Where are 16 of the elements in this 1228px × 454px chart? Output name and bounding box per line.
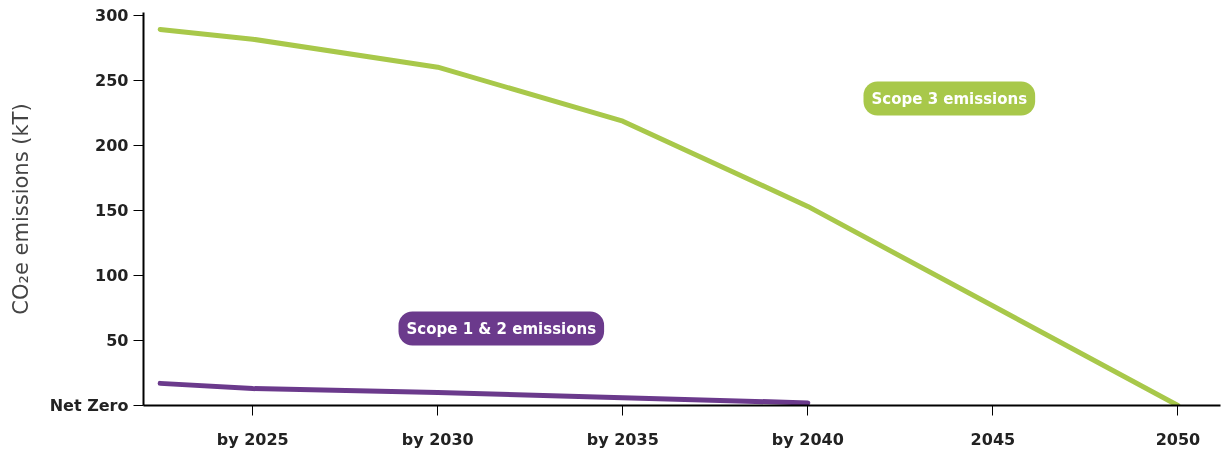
x-tick-label: 2050: [1155, 429, 1201, 449]
y-tick-label: 300: [95, 5, 129, 25]
x-tick-label: by 2035: [586, 429, 659, 449]
text: Scope 1 & 2 emissions: [406, 319, 597, 338]
y-tick-label: 200: [95, 135, 129, 155]
x-tick-label: by 2040: [771, 429, 844, 449]
x-tick-label: 2045: [970, 429, 1016, 449]
x-tick-label: by 2030: [401, 429, 474, 449]
text: Scope 3 emissions: [871, 89, 1028, 108]
x-tick-label: by 2025: [216, 429, 289, 449]
y-tick-label: 250: [95, 70, 129, 90]
y-tick-label: 100: [95, 265, 129, 285]
y-tick-label: 150: [95, 200, 129, 220]
y-tick-label: 50: [106, 330, 129, 350]
y-axis-title: CO₂e emissions (kT): [8, 103, 33, 315]
y-tick-label: Net Zero: [49, 396, 129, 415]
